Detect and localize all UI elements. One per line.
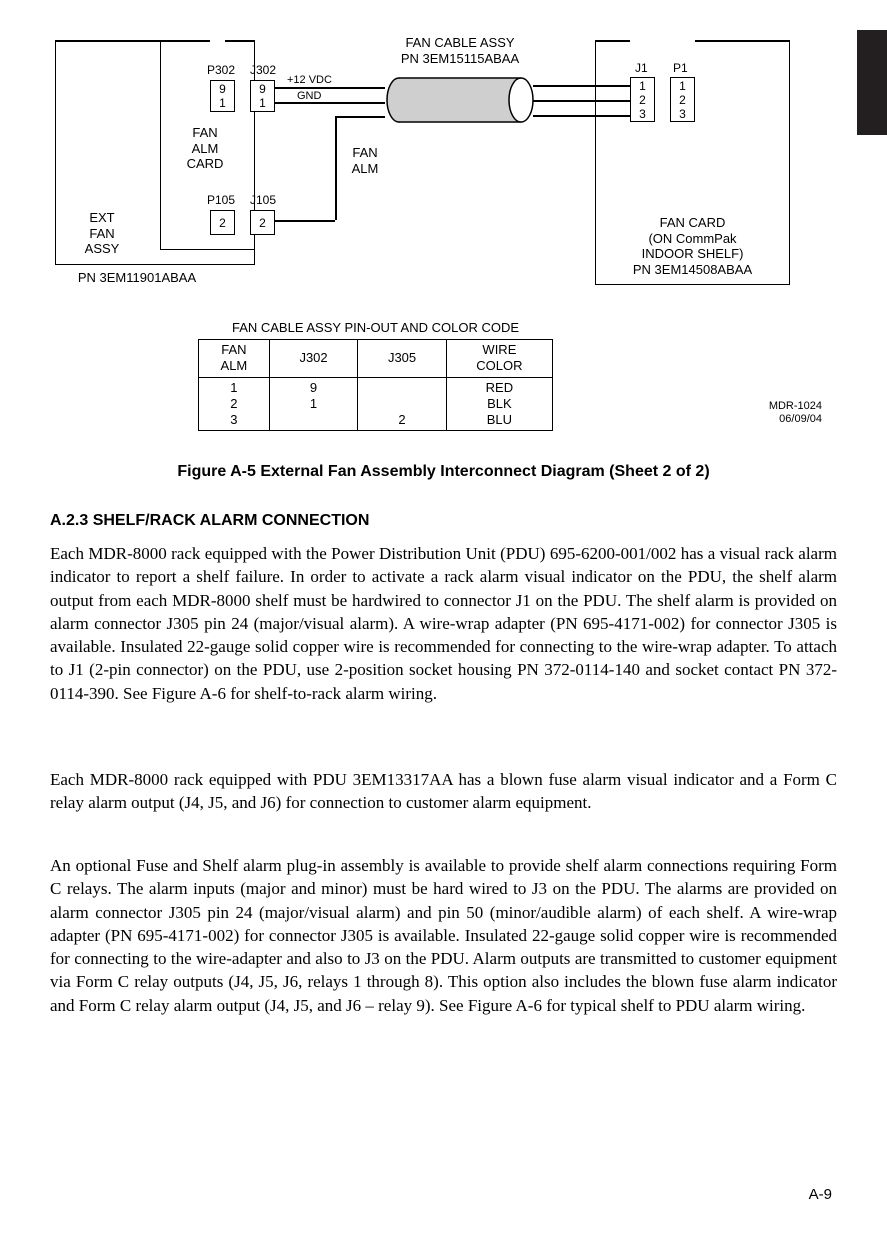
wire-vdc [275, 87, 385, 89]
j105-label: J105 [250, 194, 276, 208]
j302-label: J302 [250, 64, 276, 78]
connector-j105: 2 [250, 210, 275, 235]
vdc-label: +12 VDC [287, 74, 332, 87]
j1-label: J1 [635, 62, 648, 76]
fan-card-label: FAN CARD (ON CommPak INDOOR SHELF) PN 3E… [610, 215, 775, 277]
fan-alm-signal: FAN ALM [340, 145, 390, 176]
figure-caption: Figure A-5 External Fan Assembly Interco… [0, 463, 887, 481]
pinout-table: FANALM J302 J305 WIRECOLOR 1 2 3 9 1 2 R… [198, 339, 553, 431]
j302-pins: 9 1 [259, 82, 266, 110]
page-number: A-9 [809, 1186, 832, 1203]
box-top-left [55, 40, 160, 42]
th-wire-color: WIRECOLOR [446, 340, 552, 378]
fan-cable-assy-label: FAN CABLE ASSY PN 3EM15115ABAA [365, 35, 555, 66]
mdr-ref-date: 06/09/04 [779, 413, 822, 425]
ext-fan-assy-label: EXT FAN ASSY [67, 210, 137, 257]
efa-l2: FAN [89, 226, 114, 241]
p105-label: P105 [207, 194, 235, 208]
wire-fanalm-v [335, 116, 337, 220]
fac-l1: FAN [192, 125, 217, 140]
fca-l2: PN 3EM15115ABAA [401, 51, 519, 66]
ext-fan-assy-pn: PN 3EM11901ABAA [57, 270, 217, 286]
fa-l1: FAN [352, 145, 377, 160]
th-c1l1: FAN [221, 342, 246, 357]
wire-out-2 [533, 100, 631, 102]
connector-j302: 9 1 [250, 80, 275, 112]
connector-p302: 9 1 [210, 80, 235, 112]
th-c4l2: COLOR [476, 358, 522, 373]
connector-p105: 2 [210, 210, 235, 235]
pinout-table-block: FAN CABLE ASSY PIN-OUT AND COLOR CODE FA… [198, 320, 553, 431]
p1-pins: 1 2 3 [679, 79, 686, 121]
th-fan-alm: FANALM [199, 340, 270, 378]
efa-l1: EXT [89, 210, 114, 225]
p105-pins: 2 [219, 216, 226, 230]
mdr-reference: MDR-1024 06/09/04 [769, 400, 822, 426]
wire-fanalm-h2 [335, 116, 385, 118]
pinout-title: FAN CABLE ASSY PIN-OUT AND COLOR CODE [198, 320, 553, 335]
inner-top-left [160, 40, 210, 42]
fca-l1: FAN CABLE ASSY [405, 35, 514, 50]
gnd-label: GND [297, 90, 321, 103]
fac-l2: ALM [192, 141, 219, 156]
efa-l3: ASSY [85, 241, 120, 256]
td-c2: 9 1 [269, 377, 358, 431]
wire-out-3 [533, 115, 631, 117]
th-c1l2: ALM [221, 358, 248, 373]
fc-pn: PN 3EM14508ABAA [633, 262, 752, 277]
section-heading: A.2.3 SHELF/RACK ALARM CONNECTION [50, 512, 369, 530]
connector-p1: 1 2 3 [670, 77, 695, 122]
interconnect-diagram: 9 1 P302 9 1 J302 2 P105 2 J105 FAN ALM … [55, 20, 805, 310]
section-tab [857, 30, 887, 135]
j105-pins: 2 [259, 216, 266, 230]
td-c4: RED BLK BLU [446, 377, 552, 431]
cable-cylinder [385, 75, 535, 125]
fc-l1: FAN CARD [660, 215, 726, 230]
paragraph-2: Each MDR-8000 rack equipped with PDU 3EM… [50, 768, 837, 815]
fc-l3: INDOOR SHELF) [642, 246, 744, 261]
fc-top-right [695, 40, 790, 42]
paragraph-3: An optional Fuse and Shelf alarm plug-in… [50, 854, 837, 1017]
td-c3: 2 [358, 377, 447, 431]
th-j302: J302 [269, 340, 358, 378]
fac-l3: CARD [187, 156, 224, 171]
paragraph-1: Each MDR-8000 rack equipped with the Pow… [50, 542, 837, 705]
th-c4l1: WIRE [482, 342, 516, 357]
fa-l2: ALM [352, 161, 379, 176]
fc-l2: (ON CommPak [648, 231, 736, 246]
td-c1: 1 2 3 [199, 377, 270, 431]
p1-label: P1 [673, 62, 688, 76]
wire-fanalm-h1 [275, 220, 335, 222]
j1-pins: 1 2 3 [639, 79, 646, 121]
wire-gnd [275, 102, 385, 104]
connector-j1: 1 2 3 [630, 77, 655, 122]
p302-pins: 9 1 [219, 82, 226, 110]
fan-alm-card-label: FAN ALM CARD [165, 125, 245, 172]
th-j305: J305 [358, 340, 447, 378]
mdr-ref-id: MDR-1024 [769, 400, 822, 412]
fc-top-left [595, 40, 630, 42]
p302-label: P302 [207, 64, 235, 78]
wire-out-1 [533, 85, 631, 87]
